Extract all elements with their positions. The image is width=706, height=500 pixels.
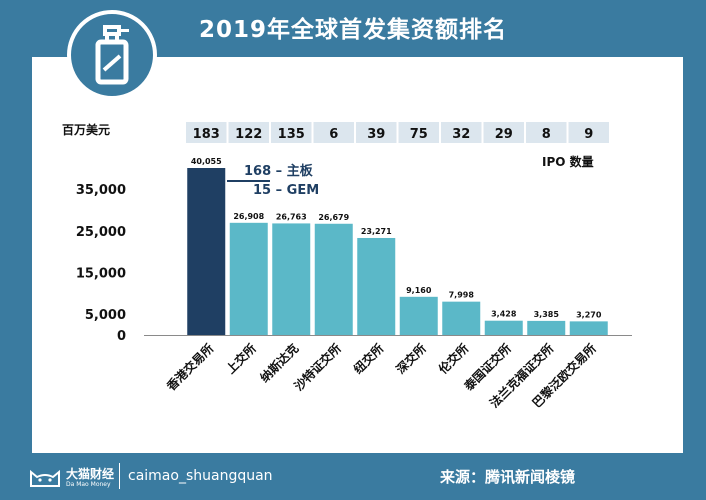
bar-value-label: 26,908	[233, 212, 264, 221]
bar-value-label: 26,763	[276, 212, 307, 221]
ipo-count-box	[441, 122, 482, 143]
y-tick-label: 15,000	[76, 266, 126, 281]
bar-value-label: 23,271	[361, 227, 392, 236]
ipo-count-box	[228, 122, 269, 143]
badge-circle	[67, 10, 157, 100]
ipo-count: 8	[542, 127, 551, 142]
bar	[442, 301, 481, 335]
x-tick-label: 沙特证交所	[291, 341, 344, 394]
social-handle: caimao_shuangquan	[128, 468, 273, 484]
annotation-gem: 15 – GEM	[253, 183, 319, 198]
bar-value-label: 7,998	[449, 291, 475, 300]
bar-value-label: 3,270	[576, 310, 602, 319]
logo-subtitle: Da Mao Money	[66, 481, 111, 488]
y-tick-label: 5,000	[85, 308, 126, 323]
bar	[569, 321, 608, 335]
bar	[272, 223, 311, 335]
ipo-count: 39	[367, 127, 385, 142]
ipo-count-box	[186, 122, 227, 143]
ipo-count: 6	[329, 127, 338, 142]
ipo-count-box	[483, 122, 524, 143]
bar	[187, 168, 226, 335]
footer: 大猫财经 Da Mao Money caimao_shuangquan 来源：腾…	[0, 455, 706, 500]
bar-value-label: 3,385	[534, 310, 560, 319]
chart-panel: 百万美元 0 5,000 15,000 25,000 35,000 IPO 数量 183 40,…	[32, 57, 683, 453]
x-tick-label: 纽交所	[350, 341, 386, 377]
x-tick-label: 深交所	[393, 341, 429, 377]
bar	[484, 320, 523, 335]
x-tick-label: 香港交易所	[163, 341, 217, 395]
annotation-main-board: 168 – 主板	[244, 163, 314, 179]
bar	[229, 222, 268, 335]
ipo-count-box	[313, 122, 354, 143]
bar-value-label: 40,055	[191, 157, 222, 166]
ipo-count: 122	[235, 127, 262, 142]
ipo-count: 29	[495, 127, 513, 142]
ipo-count-label: IPO 数量	[542, 154, 594, 169]
footer-divider	[119, 463, 120, 489]
y-axis-label: 百万美元	[62, 122, 110, 137]
y-tick-label: 35,000	[76, 183, 126, 198]
x-tick-label: 伦交所	[435, 341, 471, 377]
source-credit: 来源：腾讯新闻棱镜	[440, 468, 576, 486]
ipo-count-box	[398, 122, 439, 143]
ipo-count: 9	[584, 127, 593, 142]
bar-value-label: 3,428	[491, 310, 517, 319]
ipo-count: 75	[410, 127, 428, 142]
bar	[314, 223, 353, 335]
bar	[399, 296, 438, 335]
bar-value-label: 26,679	[318, 213, 349, 222]
chart-title: 2019年全球首发集资额排名	[198, 17, 507, 43]
ipo-count: 135	[278, 127, 305, 142]
bar-chart: 百万美元 0 5,000 15,000 25,000 35,000 IPO 数量 183 40,…	[62, 122, 632, 411]
y-tick-label: 25,000	[76, 225, 126, 240]
logo-name: 大猫财经	[66, 467, 115, 481]
ipo-count-box	[568, 122, 609, 143]
x-tick-label: 上交所	[223, 341, 259, 377]
y-tick-label: 0	[117, 329, 126, 344]
bar	[527, 320, 566, 335]
cat-logo-icon	[30, 469, 60, 487]
ipo-count: 32	[452, 127, 470, 142]
bar	[357, 237, 396, 335]
spray-bottle-icon	[95, 25, 129, 85]
ipo-count-box	[526, 122, 567, 143]
ipo-count-box	[271, 122, 312, 143]
ipo-count-box	[356, 122, 397, 143]
x-tick-label: 纳斯达克	[257, 341, 302, 386]
bar-value-label: 9,160	[406, 286, 432, 295]
ipo-count: 183	[193, 127, 220, 142]
